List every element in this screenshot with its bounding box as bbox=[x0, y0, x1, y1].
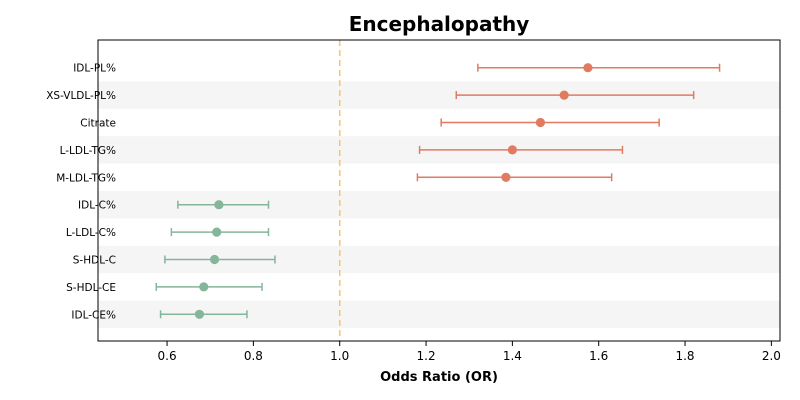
x-tick-label: 1.6 bbox=[589, 349, 608, 363]
or-point bbox=[501, 172, 511, 182]
or-point bbox=[507, 145, 517, 155]
or-point bbox=[535, 117, 546, 128]
data-rows: IDL-PL% XS-VLDL-PL% Citrate L-LDL-TG% M-LDL-… bbox=[46, 63, 721, 321]
row-label: IDL-CE% bbox=[71, 309, 116, 321]
row-label: M-LDL-TG% bbox=[56, 172, 116, 184]
forest-row: L-LDL-TG% bbox=[60, 145, 624, 157]
forest-row: L-LDL-C% bbox=[66, 227, 270, 239]
forest-row: Citrate bbox=[80, 117, 660, 130]
x-axis: 0.6 0.8 1.0 1.2 1.4 1.6 1.8 2.0 bbox=[158, 341, 781, 363]
forest-row: IDL-CE% bbox=[71, 309, 248, 321]
or-point bbox=[583, 63, 593, 73]
or-point bbox=[209, 254, 220, 265]
x-tick-label: 1.8 bbox=[675, 349, 694, 363]
plot-frame bbox=[97, 39, 781, 342]
forest-row: M-LDL-TG% bbox=[56, 172, 613, 184]
row-label: S-HDL-CE bbox=[66, 282, 116, 294]
row-label: L-LDL-TG% bbox=[60, 145, 116, 157]
or-point bbox=[559, 90, 569, 100]
or-point bbox=[212, 227, 222, 237]
or-point bbox=[214, 200, 224, 210]
x-tick-label: 1.2 bbox=[417, 349, 436, 363]
x-tick-label: 2.0 bbox=[762, 349, 781, 363]
row-label: XS-VLDL-PL% bbox=[46, 90, 116, 102]
forest-row: S-HDL-C bbox=[73, 254, 276, 267]
row-label: L-LDL-C% bbox=[66, 227, 116, 239]
forest-row: XS-VLDL-PL% bbox=[46, 90, 695, 102]
x-tick-label: 1.4 bbox=[503, 349, 522, 363]
forest-row: S-HDL-CE bbox=[66, 282, 263, 294]
or-point bbox=[199, 282, 209, 292]
row-label: IDL-PL% bbox=[73, 63, 116, 75]
forest-row: IDL-C% bbox=[78, 200, 270, 212]
x-tick-label: 0.6 bbox=[158, 349, 177, 363]
x-tick-label: 0.8 bbox=[244, 349, 263, 363]
chart-title: Encephalopathy bbox=[349, 12, 530, 36]
x-tick-label: 1.0 bbox=[330, 349, 349, 363]
or-point bbox=[194, 309, 205, 319]
forest-row: IDL-PL% bbox=[73, 63, 721, 75]
row-label: IDL-C% bbox=[78, 200, 116, 212]
row-label: S-HDL-C bbox=[73, 255, 116, 267]
x-axis-label: Odds Ratio (OR) bbox=[380, 370, 498, 385]
